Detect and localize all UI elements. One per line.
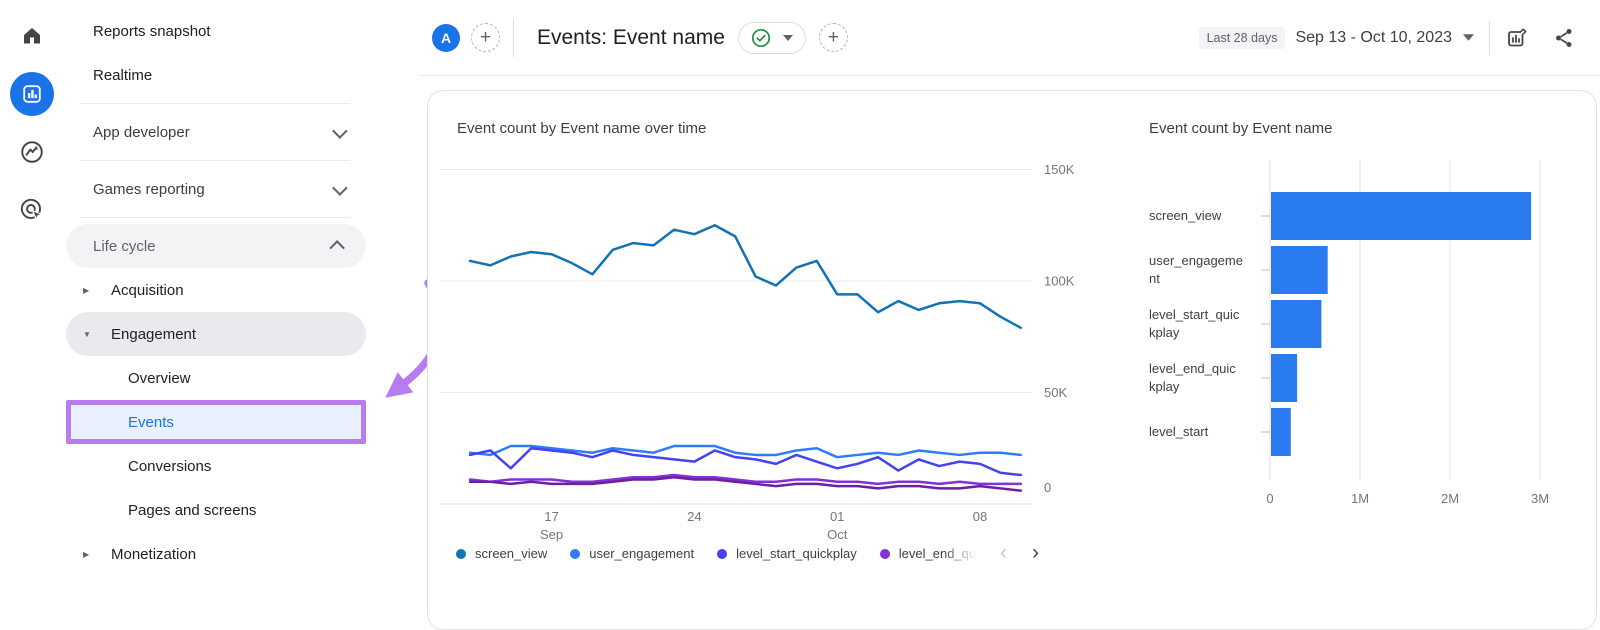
x-axis-label-08: 08 [973,509,987,524]
sidebar-item-games-reporting[interactable]: Games reporting [66,167,366,211]
home-icon[interactable] [10,14,54,58]
x-axis-sublabel-Sep: Sep [540,527,563,542]
legend-label: user_engagement [589,546,694,561]
bar-x-axis-label-0: 0 [1266,491,1273,506]
add-comparison-icon[interactable]: + [471,23,500,52]
legend-label: level_start_quickplay [736,546,857,561]
sidebar-item-monetization[interactable]: ▶ Monetization [66,532,366,576]
y-axis-label-100K: 100K [1044,274,1075,289]
sidebar-item-label: Realtime [93,67,152,84]
nav-rail [0,0,65,588]
sidebar-item-engagement[interactable]: ▼ Engagement [66,312,366,356]
sidebar-item-reports-snapshot[interactable]: Reports snapshot [66,9,366,53]
sidebar-divider [80,217,350,218]
collapse-triangle-icon[interactable]: ▼ [83,330,95,339]
report-status-dropdown[interactable] [738,22,806,54]
caret-down-icon [783,35,793,41]
account-avatar[interactable]: A [432,24,460,52]
legend-dot-user-engagement [570,549,580,559]
bar-chart-category-labels: screen_view user_engagement level_start_qu… [1149,150,1249,490]
legend-chevron-right-icon[interactable]: › [1032,542,1039,564]
bar-level-end-quickplay [1271,354,1297,402]
sidebar-item-label: Monetization [111,546,196,563]
bar-category-label-level-start-quickplay: level_start_quickplay [1149,306,1249,342]
sidebar-item-label: Events [128,414,174,431]
bar-x-axis-label-3M: 3M [1531,491,1549,506]
legend-item-screen-view: screen_view [456,546,547,561]
y-axis-label-0: 0 [1044,480,1051,495]
bar-screen-view [1271,192,1531,240]
page-title: Events: Event name [537,26,725,50]
bar-level-start-quickplay [1271,300,1321,348]
sidebar-item-conversions[interactable]: Conversions [66,444,366,488]
advertising-icon[interactable] [10,188,54,232]
bar-x-axis-label-2M: 2M [1441,491,1459,506]
sidebar-divider [80,103,350,104]
x-axis-sublabel-Oct: Oct [827,527,848,542]
date-range-preset-chip[interactable]: Last 28 days [1199,27,1286,49]
legend-dot-screen-view [456,549,466,559]
bar-chart-title: Event count by Event name [1149,120,1332,137]
bar-x-axis-label-1M: 1M [1351,491,1369,506]
date-caret-down-icon[interactable] [1463,34,1474,41]
legend-label: screen_view [475,546,547,561]
bar-user-engagement [1271,246,1328,294]
line-chart-title: Event count by Event name over time [457,120,706,137]
line-chart-legend: screen_view user_engagement level_start_qu… [456,546,979,561]
sidebar-item-life-cycle[interactable]: Life cycle [66,224,366,268]
report-header: A + Events: Event name + Last 28 days Se… [420,0,1600,76]
legend-item-level-start-quickplay: level_start_quickplay [717,546,857,561]
sidebar-item-pages-and-screens[interactable]: Pages and screens [66,488,366,532]
sidebar-item-label: Reports snapshot [93,23,211,40]
bar-level-start [1271,408,1291,456]
series-line-screen-view [470,225,1021,328]
sidebar-item-label: Acquisition [111,282,184,299]
sidebar-item-app-developer[interactable]: App developer [66,110,366,154]
x-axis-label-01: 01 [830,509,844,524]
add-report-icon[interactable]: + [819,23,848,52]
chevron-down-icon[interactable] [332,123,348,139]
sidebar-item-label: Pages and screens [128,502,256,519]
explore-icon[interactable] [10,130,54,174]
y-axis-label-50K: 50K [1044,385,1067,400]
share-icon[interactable] [1547,21,1581,55]
legend-chevron-left-icon[interactable]: ‹ [1000,542,1007,564]
sidebar-item-overview[interactable]: Overview [66,356,366,400]
sidebar-item-acquisition[interactable]: ▶ Acquisition [66,268,366,312]
bar-category-label-screen-view: screen_view [1149,207,1249,225]
expand-triangle-icon[interactable]: ▶ [83,550,95,559]
sidebar-item-events[interactable]: Events [66,400,366,444]
header-divider [513,19,514,57]
sidebar-item-label: Life cycle [93,238,156,255]
sidebar-item-label: App developer [93,124,190,141]
header-divider-2 [1489,21,1490,55]
date-range-value[interactable]: Sep 13 - Oct 10, 2023 [1295,29,1452,47]
sidebar-item-label: Engagement [111,326,196,343]
sidebar-item-realtime[interactable]: Realtime [66,53,366,97]
legend-item-user-engagement: user_engagement [570,546,694,561]
reports-icon[interactable] [10,72,54,116]
sidebar-item-label: Games reporting [93,181,205,198]
legend-dot-level-start-quickplay [717,549,727,559]
sidebar: Reports snapshot Realtime App developer Gam… [64,0,420,588]
legend-item-level-end-quickplay: level_end_qui [880,546,979,561]
customize-report-icon[interactable] [1500,21,1534,55]
legend-dot-level-end-quickplay [880,549,890,559]
chevron-up-icon[interactable] [329,240,345,256]
bar-category-label-level-start: level_start [1149,423,1249,441]
expand-triangle-icon[interactable]: ▶ [83,286,95,295]
chevron-down-icon[interactable] [332,180,348,196]
x-axis-label-24: 24 [687,509,701,524]
sidebar-item-label: Conversions [128,458,211,475]
legend-label: level_end_qui [899,546,979,561]
y-axis-label-150K: 150K [1044,162,1075,177]
bar-category-label-user-engagement: user_engagement [1149,252,1249,288]
bar-category-label-level-end-quickplay: level_end_quickplay [1149,360,1249,396]
checkmark-badge-icon [751,28,771,48]
x-axis-label-17: 17 [544,509,558,524]
line-chart: 150K 100K 50K 0 17 Sep 24 01 Oct 08 [432,150,1087,550]
sidebar-divider [80,160,350,161]
sidebar-item-label: Overview [128,370,191,387]
